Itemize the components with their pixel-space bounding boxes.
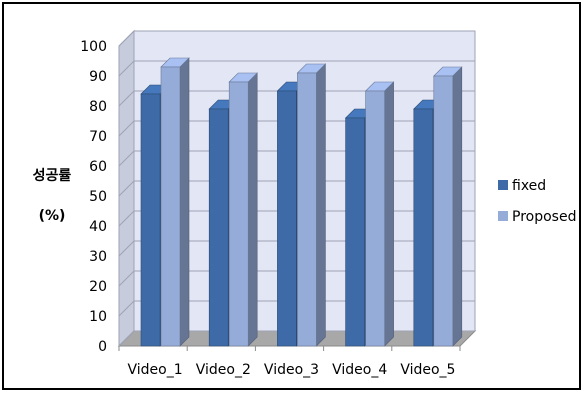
y-tick-label: 80	[89, 99, 107, 115]
gridline	[118, 60, 475, 77]
legend-swatch-proposed	[498, 211, 508, 221]
bar-side	[247, 72, 258, 347]
y-tick-label: 70	[89, 129, 107, 145]
bar-side	[316, 63, 326, 347]
bar-front	[297, 72, 317, 347]
bar-side	[452, 66, 463, 347]
y-tick-label: 30	[89, 249, 107, 265]
bar-side	[384, 81, 394, 347]
legend-label-fixed: fixed	[512, 178, 546, 194]
y-tick-label: 20	[89, 279, 107, 295]
bar-front	[277, 90, 297, 347]
gridline	[118, 30, 475, 47]
y-tick-label: 10	[89, 309, 107, 325]
y-tick-label: 60	[89, 159, 107, 175]
x-tick-labels: Video_1 Video_2 Video_3 Video_4 Video_5	[118, 346, 461, 378]
bar	[296, 63, 327, 347]
bar-front	[413, 108, 434, 347]
bar-front	[365, 90, 385, 347]
bar	[433, 66, 463, 347]
bar-front	[345, 117, 365, 347]
bar-front	[208, 108, 229, 347]
legend-label-proposed: Proposed	[512, 209, 576, 225]
y-tick-labels: 0 10 20 30 40 50 60 70 80 90 100	[80, 39, 107, 355]
bars	[140, 57, 463, 347]
bar-front	[140, 93, 161, 347]
gridline	[118, 90, 475, 107]
legend: fixed Proposed	[498, 178, 576, 225]
chart-frame: 0 10 20 30 40 50 60 70 80 90 100 Video_1 Video_2 Vid…	[2, 2, 581, 390]
y-tick-label: 100	[80, 39, 107, 55]
bar-side	[179, 57, 190, 347]
y-tick-label: 90	[89, 69, 107, 85]
y-axis-label-line2: (%)	[39, 208, 66, 224]
bar-front	[433, 75, 454, 347]
y-axis-label-line1: 성공률	[33, 167, 72, 184]
bar	[160, 57, 190, 347]
x-tick-label: Video_2	[196, 362, 251, 378]
x-tick-label: Video_5	[400, 362, 455, 378]
y-tick-label: 50	[89, 189, 107, 205]
y-tick-label: 0	[98, 339, 107, 355]
bar	[228, 72, 258, 347]
x-tick-label: Video_4	[332, 362, 387, 378]
y-tick-label: 40	[89, 219, 107, 235]
bar-front	[160, 66, 181, 347]
x-tick-label: Video_3	[264, 362, 319, 378]
bar-front	[228, 81, 249, 347]
bar	[364, 81, 395, 347]
x-tick-label: Video_1	[128, 362, 183, 378]
legend-swatch-fixed	[498, 180, 508, 190]
y-axis-label: 성공률 (%)	[33, 167, 72, 224]
